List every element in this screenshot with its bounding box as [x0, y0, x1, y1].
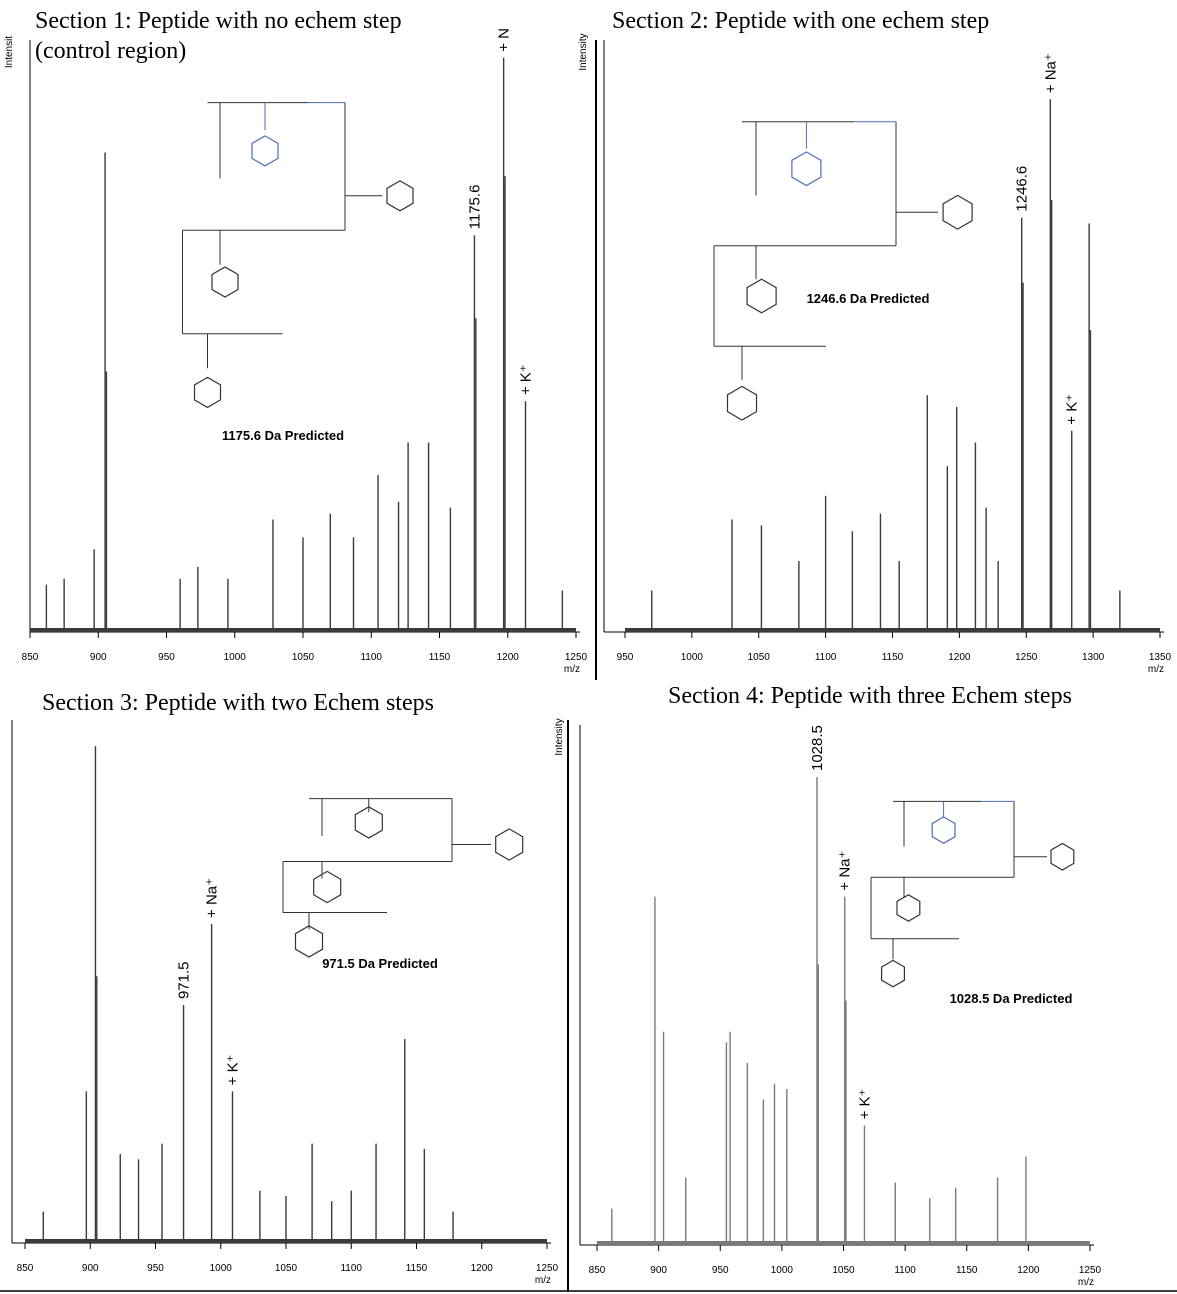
peak-label: + Na⁺	[837, 851, 854, 891]
peak-label: 971.5	[176, 961, 193, 999]
benzene-ring	[1050, 842, 1075, 871]
peak-label: + K⁺	[517, 364, 534, 395]
benzene-ring	[193, 376, 222, 409]
peak-label: + Na⁺	[204, 878, 221, 918]
x-tick-label: 950	[617, 652, 634, 663]
structure-caption: 971.5 Da Predicted	[322, 956, 438, 971]
x-tick-label: 1150	[429, 652, 451, 663]
x-tick-label: 1000	[224, 652, 247, 663]
y-axis-label: Intensit	[4, 36, 15, 68]
panel-title: Section 3: Peptide with two Echem steps	[42, 690, 434, 716]
benzene-ring	[313, 870, 342, 904]
x-tick-label: 1100	[894, 1265, 916, 1276]
peak-label: 1246.6	[1014, 166, 1031, 212]
x-tick-label: 1250	[1015, 652, 1038, 663]
benzene-ring	[931, 816, 956, 844]
panel-title: Section 4: Peptide with three Echem step…	[668, 683, 1072, 709]
x-tick-label: 1050	[292, 652, 315, 663]
x-tick-label: 1100	[340, 1263, 362, 1274]
structure-caption: 1246.6 Da Predicted	[807, 291, 930, 306]
x-tick-label: 900	[90, 652, 107, 663]
benzene-ring	[726, 385, 758, 421]
x-axis-label: m/z	[1148, 664, 1164, 675]
x-tick-label: 950	[147, 1263, 164, 1274]
x-axis-label: m/z	[535, 1275, 551, 1286]
x-tick-label: 1000	[771, 1265, 794, 1276]
x-tick-label: 1200	[1017, 1265, 1040, 1276]
x-tick-label: 1100	[815, 652, 837, 663]
y-axis-label: Intensity	[554, 718, 565, 755]
panel-subtitle: (control region)	[35, 38, 186, 64]
x-tick-label: 1250	[536, 1263, 559, 1274]
panel-title: Section 2: Peptide with one echem step	[612, 8, 989, 34]
x-tick-label: 1050	[832, 1265, 855, 1276]
benzene-ring	[880, 959, 906, 988]
peak-label: + K⁺	[1064, 394, 1081, 425]
x-tick-label: 1150	[406, 1263, 428, 1274]
x-axis-label: m/z	[564, 664, 580, 675]
x-axis-label: m/z	[1078, 1277, 1094, 1288]
x-tick-label: 1250	[1079, 1265, 1102, 1276]
peak-label: + K⁺	[224, 1054, 241, 1085]
x-tick-label: 850	[17, 1263, 34, 1274]
x-tick-label: 1150	[882, 652, 904, 663]
x-tick-label: 900	[650, 1265, 667, 1276]
benzene-ring	[942, 194, 973, 230]
x-tick-label: 1050	[748, 652, 771, 663]
benzene-ring	[896, 894, 921, 922]
x-tick-label: 1300	[1082, 652, 1105, 663]
peak-label: 1028.5	[809, 725, 826, 771]
x-tick-label: 1350	[1149, 652, 1172, 663]
y-axis-label: Intensity	[578, 33, 589, 70]
benzene-ring	[386, 180, 414, 212]
x-tick-label: 1000	[681, 652, 704, 663]
x-tick-label: 950	[712, 1265, 729, 1276]
benzene-ring	[294, 925, 324, 958]
benzene-ring	[251, 135, 279, 167]
x-tick-label: 1050	[275, 1263, 298, 1274]
panel-title: Section 1: Peptide with no echem step	[35, 8, 402, 34]
peak-label: 1175.6	[466, 185, 483, 230]
peak-label: + N	[496, 28, 513, 52]
structure-caption: 1175.6 Da Predicted	[222, 428, 344, 443]
benzene-ring	[211, 266, 239, 298]
x-tick-label: 1200	[948, 652, 971, 663]
x-tick-label: 1150	[956, 1265, 978, 1276]
x-tick-label: 1100	[360, 652, 382, 663]
benzene-ring	[791, 151, 822, 187]
x-tick-label: 900	[82, 1263, 99, 1274]
x-tick-label: 1200	[471, 1263, 494, 1274]
benzene-ring	[746, 278, 777, 314]
benzene-ring	[495, 828, 524, 861]
structure-caption: 1028.5 Da Predicted	[950, 991, 1073, 1006]
x-tick-label: 1250	[565, 652, 588, 663]
benzene-ring	[354, 806, 383, 839]
peak-label: + K⁺	[856, 1089, 873, 1120]
x-tick-label: 850	[22, 652, 39, 663]
peak-label: + Na⁺	[1042, 53, 1059, 93]
x-tick-label: 950	[158, 652, 175, 663]
x-tick-label: 1200	[497, 652, 520, 663]
x-tick-label: 850	[589, 1265, 606, 1276]
x-tick-label: 1000	[210, 1263, 233, 1274]
